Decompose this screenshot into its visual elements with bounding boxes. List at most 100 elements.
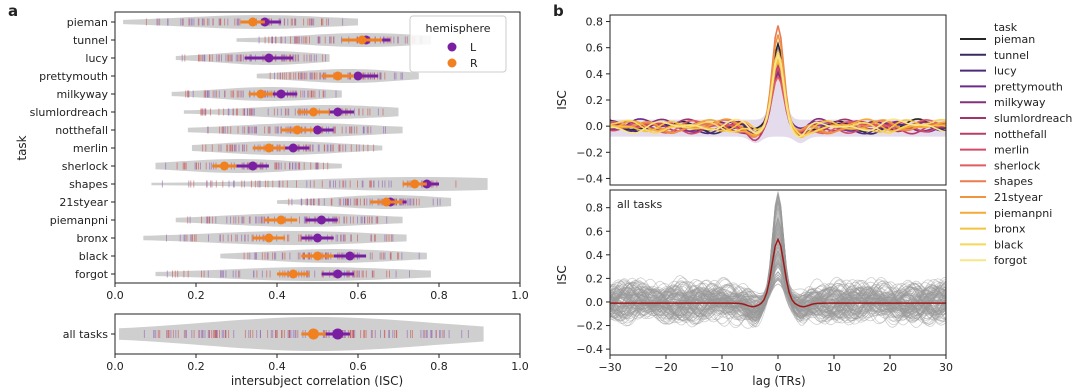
prettymouth-sample-tick [395,72,397,80]
violin-plot-tasks: pieman tunnel lucy prettymouth milkyway sluml… [15,11,529,302]
prettymouth-sample-tick [302,72,304,80]
pieman-sample-tick [322,18,324,26]
bronx-sample-tick [337,234,339,242]
all-tasks-sample-tick [260,330,261,338]
tunnel-sample-tick [393,36,395,44]
milkyway-sample-tick [187,90,188,98]
lucy-sample-tick [240,54,242,62]
subject-trace [610,232,946,321]
slumlordreach-sample-tick [210,108,211,116]
notthefall-sample-tick [244,126,246,134]
legend-label: milkyway [994,96,1046,109]
prettymouth-sample-tick [379,72,381,80]
piemanpni-sample-tick [367,216,369,224]
subject-trace [610,198,946,323]
bronx-sample-tick [208,234,209,242]
y-tick-label: tunnel [73,34,108,47]
tunnel-sample-tick [304,36,306,44]
slumlordreach-sample-tick [232,108,234,116]
notthefall-sample-tick [250,126,252,134]
lucy-sample-tick [201,54,203,62]
all-tasks-sample-tick [276,330,278,338]
notthefall-sample-tick [219,126,221,134]
all-tasks-sample-tick [288,330,290,338]
milkyway-sample-tick [310,90,312,98]
subject-trace [610,197,946,322]
x-tick-label: 0.2 [187,360,205,373]
shapes-sample-tick [342,180,344,188]
milkyway-sample-tick [218,90,220,98]
21styear-sample-tick [408,198,410,206]
x-tick-label: 0.0 [106,360,124,373]
subject-trace [610,265,946,321]
prettymouth-sample-tick [279,72,281,80]
black-sample-tick [379,252,381,260]
subject-trace [610,229,946,325]
milkyway-sample-tick [236,90,238,98]
all-tasks-sample-tick [159,330,161,338]
all-tasks-sample-tick [244,330,246,338]
black-sample-tick [266,252,268,260]
notthefall-sample-tick [345,126,347,134]
subject-trace [610,256,946,317]
lucy-sample-tick [231,54,233,62]
lucy-sample-tick [225,54,227,62]
legend: hemisphere L R [409,15,507,73]
notthefall-sample-tick [333,126,335,134]
shapes-sample-tick [161,180,163,188]
merlin-sample-tick [358,144,360,152]
notthefall-sample-tick [268,126,270,134]
lucy-sample-tick [309,54,311,62]
subject-trace [610,257,946,316]
pieman-sample-tick [159,18,161,26]
median-point-R [308,107,318,117]
all-tasks-sample-tick [202,330,204,338]
all-tasks-sample-tick [201,330,203,338]
shapes-sample-tick [378,180,380,188]
legend-label: prettymouth [994,80,1063,93]
tunnel-sample-tick [271,36,273,44]
merlin-sample-tick [229,144,231,152]
21styear-sample-tick [307,198,308,206]
bronx-sample-tick [357,234,358,242]
forgot-sample-tick [256,270,258,278]
merlin-sample-tick [205,144,207,152]
pieman-sample-tick [234,18,236,26]
prettymouth-sample-tick [277,72,279,80]
merlin-sample-tick [235,144,237,152]
tunnel-sample-tick [298,36,300,44]
21styear-sample-tick [331,198,333,206]
y-axis-label: ISC [555,90,569,110]
legend-title: task [994,21,1018,34]
all-tasks-sample-tick [363,330,365,338]
y-tick-label: −0.2 [576,320,603,333]
subject-trace [610,202,946,321]
forgot-sample-tick [253,270,255,278]
panel-label-b: b [553,2,564,20]
subject-trace [610,228,946,320]
21styear-sample-tick [412,198,414,206]
pieman-sample-tick [227,18,229,26]
violin-slumlordreach [183,105,399,119]
slumlordreach-sample-tick [377,108,379,116]
merlin-sample-tick [312,144,314,152]
21styear-sample-tick [347,198,349,206]
piemanpni-sample-tick [242,216,244,224]
all-tasks-sample-tick [143,330,145,338]
task-legend: task pieman tunnel lucy prettymouth milkyway… [960,21,1072,267]
subject-trace [610,223,946,321]
forgot-sample-tick [361,270,363,278]
lucy-sample-tick [202,54,204,62]
piemanpni-sample-tick [375,216,377,224]
lucy-sample-tick [198,54,200,62]
lucy-sample-tick [216,54,218,62]
shapes-sample-tick [215,180,217,188]
prettymouth-sample-tick [282,72,283,80]
piemanpni-sample-tick [238,216,240,224]
notthefall-sample-tick [247,126,249,134]
median-point-R [256,89,266,99]
lucy-sample-tick [325,54,326,62]
x-tick-label: 0.4 [268,360,286,373]
all-tasks-sample-tick [155,330,157,338]
merlin-sample-tick [362,144,364,152]
